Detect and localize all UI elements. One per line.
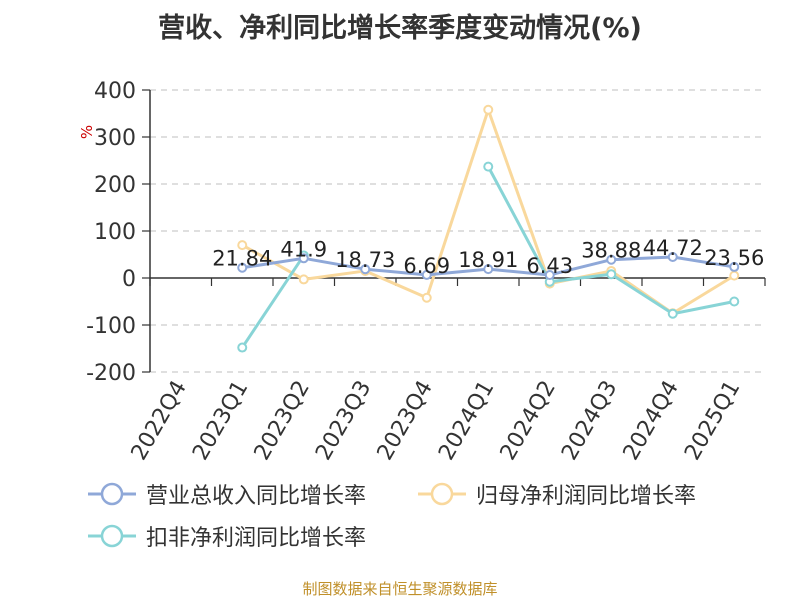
x-tick-label-2023Q3: 2023Q3	[311, 377, 376, 465]
legend-swatch-revenue	[88, 482, 136, 506]
legend-swatch-net-profit	[418, 482, 466, 506]
y-tick-label-0: 0	[122, 267, 136, 292]
point-series-2-2024Q3	[606, 269, 617, 280]
point-series-2-2025Q1	[729, 296, 740, 307]
x-tick-label-2024Q3: 2024Q3	[557, 377, 622, 465]
x-tick-label-2024Q2: 2024Q2	[496, 377, 561, 465]
data-label-2023Q1: 21.84	[212, 247, 272, 271]
point-series-1-2023Q2	[298, 274, 309, 285]
y-tick-label--200: -200	[86, 361, 136, 386]
point-series-0-2024Q2	[544, 269, 555, 280]
legend-item-net-profit[interactable]: 归母净利润同比增长率	[418, 478, 696, 510]
chart-title: 营收、净利同比增长率季度变动情况(%)	[158, 13, 642, 44]
series-line-2-0	[241, 254, 305, 349]
point-series-1-2025Q1	[729, 270, 740, 281]
legend-swatch-deducted-profit	[88, 524, 136, 548]
point-series-0-2023Q3	[360, 264, 371, 275]
data-label-2023Q2: 41.9	[280, 237, 327, 261]
x-tick-label-2024Q1: 2024Q1	[434, 377, 499, 465]
point-series-0-2024Q3	[606, 254, 617, 265]
y-tick-label-300: 300	[94, 126, 136, 151]
x-tick-label-2023Q1: 2023Q1	[188, 377, 253, 465]
point-series-1-2024Q1	[483, 104, 494, 115]
legend-label-net-profit: 归母净利润同比增长率	[476, 484, 697, 509]
data-label-2024Q1: 18.91	[458, 248, 518, 272]
data-label-2024Q3: 38.88	[581, 239, 641, 263]
point-series-0-2024Q1	[483, 264, 494, 275]
data-label-2024Q2: 6.43	[526, 254, 573, 278]
point-series-1-2023Q4	[421, 292, 432, 303]
y-tick-label-200: 200	[94, 173, 136, 198]
y-axis-label: %	[78, 125, 96, 139]
x-tick-label-2025Q1: 2025Q1	[680, 377, 745, 465]
point-series-0-2023Q2	[298, 253, 309, 264]
legend-item-deducted-profit[interactable]: 扣非净利润同比增长率	[88, 520, 366, 552]
data-label-2025Q1: 23.56	[704, 246, 764, 270]
source-note: 制图数据来自恒生聚源数据库	[302, 580, 498, 598]
legend-label-deducted-profit: 扣非净利润同比增长率	[146, 526, 367, 551]
legend-label-revenue: 营业总收入同比增长率	[146, 484, 367, 509]
y-tick-label-400: 400	[94, 79, 136, 104]
point-series-0-2025Q1	[729, 261, 740, 272]
data-label-2024Q4: 44.72	[643, 236, 703, 260]
point-series-2-2024Q1	[483, 161, 494, 172]
x-tick-label-2023Q4: 2023Q4	[373, 377, 438, 465]
point-series-0-2023Q1	[237, 262, 248, 273]
point-series-2-2024Q4	[667, 308, 678, 319]
x-tick-label-2024Q4: 2024Q4	[619, 377, 684, 465]
point-series-0-2024Q4	[667, 251, 678, 262]
data-label-2023Q3: 18.73	[335, 248, 395, 272]
y-tick-label-100: 100	[94, 220, 136, 245]
point-series-0-2023Q4	[421, 269, 432, 280]
series-line-1-0	[241, 108, 736, 315]
point-series-1-2023Q1	[237, 240, 248, 251]
y-tick-label--100: -100	[86, 314, 136, 339]
point-series-2-2023Q1	[237, 342, 248, 353]
legend-item-revenue[interactable]: 营业总收入同比增长率	[88, 478, 366, 510]
data-label-2023Q4: 6.69	[403, 254, 450, 278]
x-tick-label-2022Q4: 2022Q4	[127, 377, 192, 465]
x-tick-label-2023Q2: 2023Q2	[250, 377, 315, 465]
